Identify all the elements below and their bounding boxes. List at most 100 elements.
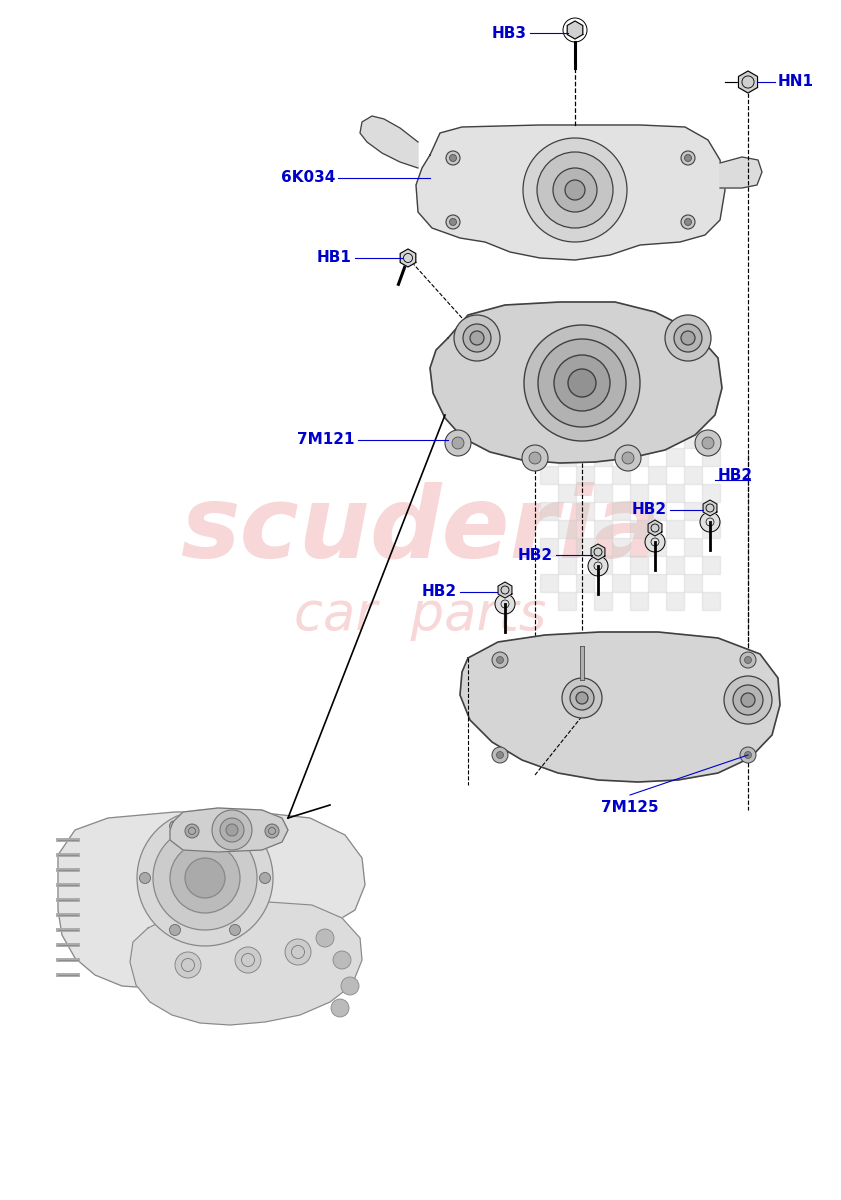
Bar — [684, 466, 702, 484]
Circle shape — [522, 445, 548, 470]
Circle shape — [170, 842, 240, 913]
Circle shape — [285, 938, 311, 965]
Circle shape — [740, 746, 756, 763]
Circle shape — [674, 324, 702, 352]
Circle shape — [449, 155, 457, 162]
Bar — [612, 538, 630, 556]
Circle shape — [185, 824, 199, 838]
Bar — [684, 538, 702, 556]
Bar — [666, 592, 684, 610]
Bar — [684, 430, 702, 448]
Circle shape — [695, 430, 721, 456]
Bar — [666, 484, 684, 502]
Circle shape — [454, 314, 500, 361]
Polygon shape — [703, 500, 717, 516]
Bar — [648, 538, 666, 556]
Bar — [576, 430, 594, 448]
Circle shape — [615, 445, 641, 470]
Polygon shape — [498, 582, 512, 598]
Circle shape — [452, 437, 464, 449]
Circle shape — [685, 218, 691, 226]
Bar — [558, 592, 576, 610]
Bar — [558, 556, 576, 574]
Bar — [666, 556, 684, 574]
Circle shape — [562, 678, 602, 718]
Circle shape — [570, 686, 594, 710]
Circle shape — [645, 532, 665, 552]
Circle shape — [537, 152, 613, 228]
Bar — [630, 556, 648, 574]
Bar — [558, 484, 576, 502]
Text: HB2: HB2 — [632, 503, 667, 517]
Bar — [702, 556, 720, 574]
Polygon shape — [170, 808, 288, 852]
Polygon shape — [360, 116, 418, 168]
Circle shape — [496, 751, 504, 758]
Bar — [612, 502, 630, 520]
Bar — [684, 574, 702, 592]
Polygon shape — [58, 812, 365, 988]
Bar — [594, 592, 612, 610]
Bar — [648, 574, 666, 592]
Bar — [684, 502, 702, 520]
Text: car  parts: car parts — [294, 589, 546, 641]
Bar — [630, 484, 648, 502]
Circle shape — [260, 872, 271, 883]
Circle shape — [137, 810, 273, 946]
Circle shape — [529, 452, 541, 464]
Circle shape — [153, 826, 257, 930]
Bar — [594, 520, 612, 538]
Circle shape — [235, 947, 261, 973]
Polygon shape — [567, 20, 583, 38]
Bar — [648, 502, 666, 520]
Circle shape — [470, 331, 484, 346]
Bar — [612, 574, 630, 592]
Bar — [540, 538, 558, 556]
Circle shape — [185, 858, 225, 898]
Circle shape — [681, 215, 695, 229]
Circle shape — [212, 810, 252, 850]
Circle shape — [554, 355, 610, 410]
Circle shape — [170, 924, 181, 936]
Circle shape — [524, 325, 640, 440]
Circle shape — [576, 692, 588, 704]
Circle shape — [463, 324, 491, 352]
Circle shape — [230, 924, 241, 936]
Bar — [540, 466, 558, 484]
Bar — [702, 448, 720, 466]
Circle shape — [496, 656, 504, 664]
Bar — [576, 538, 594, 556]
Polygon shape — [430, 302, 722, 463]
Circle shape — [445, 430, 471, 456]
Bar — [576, 466, 594, 484]
Circle shape — [681, 331, 695, 346]
Circle shape — [685, 155, 691, 162]
Text: 7M125: 7M125 — [601, 800, 659, 815]
Circle shape — [724, 676, 772, 724]
Polygon shape — [400, 248, 415, 266]
Text: HB2: HB2 — [518, 547, 553, 563]
Circle shape — [446, 215, 460, 229]
Circle shape — [565, 180, 585, 200]
Bar — [540, 430, 558, 448]
Circle shape — [316, 929, 334, 947]
Circle shape — [220, 818, 244, 842]
Circle shape — [568, 370, 596, 397]
Circle shape — [702, 437, 714, 449]
Text: HB1: HB1 — [317, 251, 352, 265]
Circle shape — [744, 656, 752, 664]
Circle shape — [741, 692, 755, 707]
Circle shape — [681, 151, 695, 164]
Circle shape — [449, 218, 457, 226]
Bar — [558, 448, 576, 466]
Circle shape — [170, 821, 181, 832]
Circle shape — [622, 452, 634, 464]
Circle shape — [446, 151, 460, 164]
Text: HB3: HB3 — [492, 25, 527, 41]
Polygon shape — [416, 125, 725, 260]
Bar — [648, 430, 666, 448]
Circle shape — [740, 652, 756, 668]
Text: HN1: HN1 — [778, 74, 814, 90]
Circle shape — [230, 821, 241, 832]
Circle shape — [492, 652, 508, 668]
